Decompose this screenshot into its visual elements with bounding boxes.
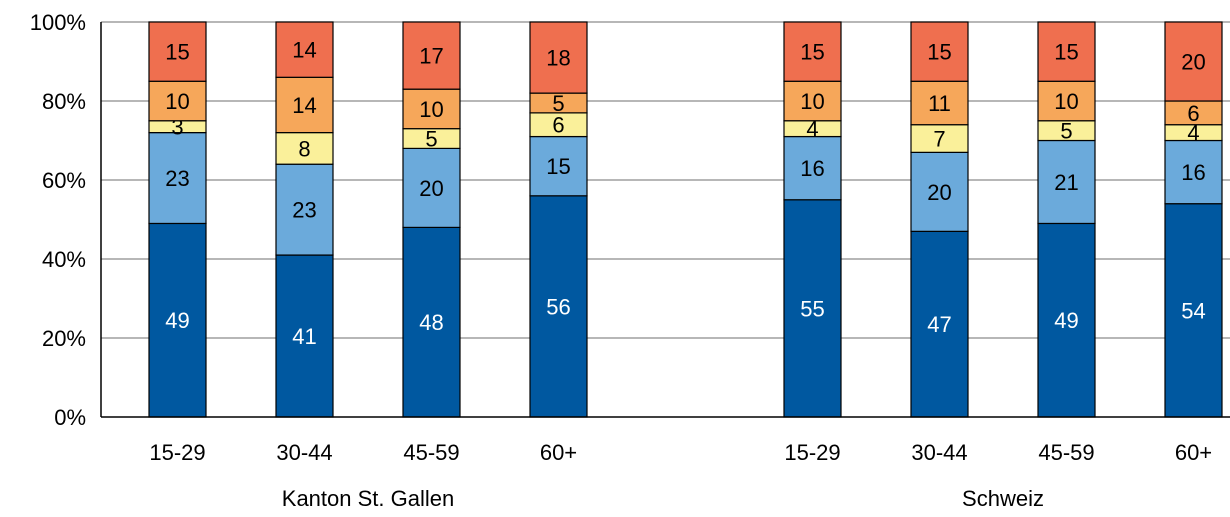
y-tick-label: 100% xyxy=(30,10,86,35)
x-tick-label: 15-29 xyxy=(784,440,840,465)
data-label: 15 xyxy=(165,40,189,65)
x-tick-label: 45-59 xyxy=(403,440,459,465)
data-label: 10 xyxy=(1054,89,1078,114)
data-label: 55 xyxy=(800,296,824,321)
bar-segment xyxy=(275,132,334,165)
bar-segment xyxy=(910,151,969,232)
bar-segment xyxy=(910,80,969,126)
bar-segment xyxy=(275,76,334,134)
bar-segment xyxy=(402,226,461,418)
data-label: 47 xyxy=(927,312,951,337)
data-label: 6 xyxy=(552,113,564,138)
data-label: 23 xyxy=(165,166,189,191)
x-tick-label: 60+ xyxy=(540,440,577,465)
data-label: 14 xyxy=(292,93,316,118)
y-tick-label: 40% xyxy=(42,247,86,272)
bar-segment xyxy=(1164,21,1223,102)
data-label: 49 xyxy=(165,308,189,333)
data-label: 10 xyxy=(419,97,443,122)
bar-segment xyxy=(1037,222,1096,418)
x-tick-label: 60+ xyxy=(1175,440,1212,465)
bar-segment xyxy=(1164,203,1223,418)
data-label: 10 xyxy=(165,89,189,114)
y-tick-label: 20% xyxy=(42,326,86,351)
bar-segment xyxy=(148,132,207,225)
bar-segment xyxy=(402,147,461,228)
x-tick-label: 30-44 xyxy=(276,440,332,465)
y-tick-label: 60% xyxy=(42,168,86,193)
data-label: 16 xyxy=(800,156,824,181)
bar-segment xyxy=(1037,139,1096,225)
data-label: 10 xyxy=(800,89,824,114)
bar-segment xyxy=(275,21,334,78)
data-label: 20 xyxy=(927,180,951,205)
bar-segment xyxy=(910,21,969,82)
data-label: 49 xyxy=(1054,308,1078,333)
bar-segment xyxy=(1037,21,1096,82)
data-label: 15 xyxy=(1054,40,1078,65)
x-tick-label: 45-59 xyxy=(1038,440,1094,465)
data-label: 48 xyxy=(419,310,443,335)
data-label: 15 xyxy=(800,40,824,65)
data-label: 8 xyxy=(298,136,310,161)
bar-segment xyxy=(783,135,842,201)
y-tick-label: 0% xyxy=(54,405,86,430)
data-label: 14 xyxy=(292,38,316,63)
y-tick-label: 80% xyxy=(42,89,86,114)
data-label: 21 xyxy=(1054,170,1078,195)
data-label: 15 xyxy=(546,154,570,179)
bar-segment xyxy=(1037,80,1096,122)
data-label: 16 xyxy=(1181,160,1205,185)
data-label: 6 xyxy=(1187,101,1199,126)
data-label: 5 xyxy=(552,91,564,116)
bar-segment xyxy=(910,124,969,153)
data-label: 4 xyxy=(1187,121,1199,146)
bar-segment xyxy=(275,163,334,256)
group-label: Kanton St. Gallen xyxy=(282,486,454,511)
data-label: 23 xyxy=(292,198,316,223)
data-label: 56 xyxy=(546,294,570,319)
bars: 4923310154123814144820510175615651855164… xyxy=(148,21,1223,418)
bar-segment xyxy=(529,21,588,94)
bar-segment xyxy=(783,80,842,122)
y-axis: 0% 20% 40% 60% 80% 100% xyxy=(30,10,102,430)
group-label: Schweiz xyxy=(962,486,1044,511)
data-label: 20 xyxy=(1181,50,1205,75)
bar-segment xyxy=(783,21,842,82)
data-label: 17 xyxy=(419,44,443,69)
data-label: 7 xyxy=(933,127,945,152)
data-label: 41 xyxy=(292,324,316,349)
data-label: 54 xyxy=(1181,298,1205,323)
data-label: 5 xyxy=(1060,119,1072,144)
data-label: 20 xyxy=(419,176,443,201)
bar-segment xyxy=(402,21,461,90)
x-tick-label: 15-29 xyxy=(149,440,205,465)
data-label: 11 xyxy=(928,91,951,116)
x-tick-label: 30-44 xyxy=(911,440,967,465)
x-axis: 15-29 30-44 45-59 60+ Kanton St. Gallen 15-29… xyxy=(101,416,1230,511)
bar-segment xyxy=(402,88,461,130)
data-label: 4 xyxy=(806,117,818,142)
data-label: 15 xyxy=(927,40,951,65)
data-label: 5 xyxy=(425,127,437,152)
data-label: 18 xyxy=(546,46,570,71)
bar-segment xyxy=(148,21,207,82)
